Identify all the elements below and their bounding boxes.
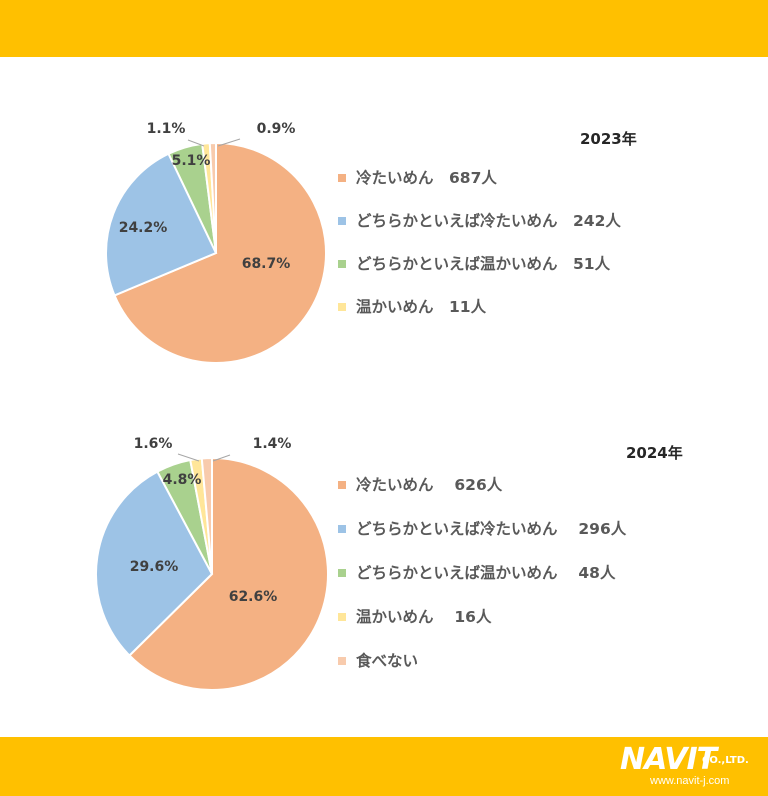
legend-swatch bbox=[338, 303, 346, 311]
data-label: 4.8% bbox=[163, 472, 202, 488]
top-banner bbox=[0, 0, 768, 57]
legend-entry: どちらかといえば冷たいめん 242人 bbox=[356, 211, 621, 230]
data-label: 24.2% bbox=[119, 220, 168, 236]
leader-line bbox=[212, 454, 231, 462]
logo-wordmark: NAVIT bbox=[620, 742, 717, 777]
data-label: 5.1% bbox=[172, 153, 211, 169]
logo-company-suffix: CO.,LTD. bbox=[702, 755, 749, 766]
legend-entry: 温かいめん 11人 bbox=[356, 298, 487, 316]
company-logo: NAVIT CO.,LTD. www.navit-j.com bbox=[620, 741, 760, 793]
legend-swatch bbox=[338, 657, 346, 665]
pie-slice bbox=[105, 152, 218, 297]
pie-slice bbox=[95, 470, 214, 657]
data-label: 1.4% bbox=[253, 436, 292, 452]
legend-swatch bbox=[338, 481, 346, 489]
logo-url: www.navit-j.com bbox=[650, 775, 730, 787]
pie-slice bbox=[208, 141, 217, 254]
legend-entry: 冷たいめん 626人 bbox=[356, 475, 503, 494]
data-label: 29.6% bbox=[130, 559, 179, 575]
bottom-banner bbox=[0, 737, 768, 796]
data-label: 1.6% bbox=[134, 436, 173, 452]
pie-slice bbox=[128, 456, 329, 691]
legend-entry: どちらかといえば温かいめん 51人 bbox=[356, 255, 611, 273]
chart-title: 2023年 bbox=[580, 130, 637, 148]
data-label: 62.6% bbox=[229, 589, 278, 605]
pie-chart-2024: 2024年 62.6% 29.6% 4.8% 1.6% 1.4% 冷たいめん 626人ど… bbox=[95, 436, 683, 691]
legend-swatch bbox=[338, 569, 346, 577]
data-label: 1.1% bbox=[147, 121, 186, 137]
data-label: 68.7% bbox=[242, 256, 291, 272]
pie-slice bbox=[113, 141, 328, 364]
legend-entry: 食べない bbox=[355, 651, 418, 670]
leader-line bbox=[187, 139, 205, 147]
legend-swatch bbox=[338, 525, 346, 533]
legend-swatch bbox=[338, 613, 346, 621]
pie-slice bbox=[200, 456, 213, 575]
legend-entry: どちらかといえば冷たいめん 296人 bbox=[356, 519, 627, 538]
legend-entry: どちらかといえば温かいめん 48人 bbox=[356, 564, 616, 582]
pie-chart-2023: 2023年 68.7% 24.2% 5.1% 1.1% 0.9% 冷たいめん 687人ど… bbox=[105, 121, 637, 364]
leader-line bbox=[217, 138, 241, 147]
leader-line bbox=[177, 453, 200, 462]
data-label: 0.9% bbox=[257, 121, 296, 137]
legend-swatch bbox=[338, 174, 346, 182]
legend-entry: 冷たいめん 687人 bbox=[356, 168, 497, 187]
chart-title: 2024年 bbox=[626, 444, 683, 462]
legend-swatch bbox=[338, 260, 346, 268]
legend-entry: 温かいめん 16人 bbox=[356, 608, 492, 626]
legend-swatch bbox=[338, 217, 346, 225]
